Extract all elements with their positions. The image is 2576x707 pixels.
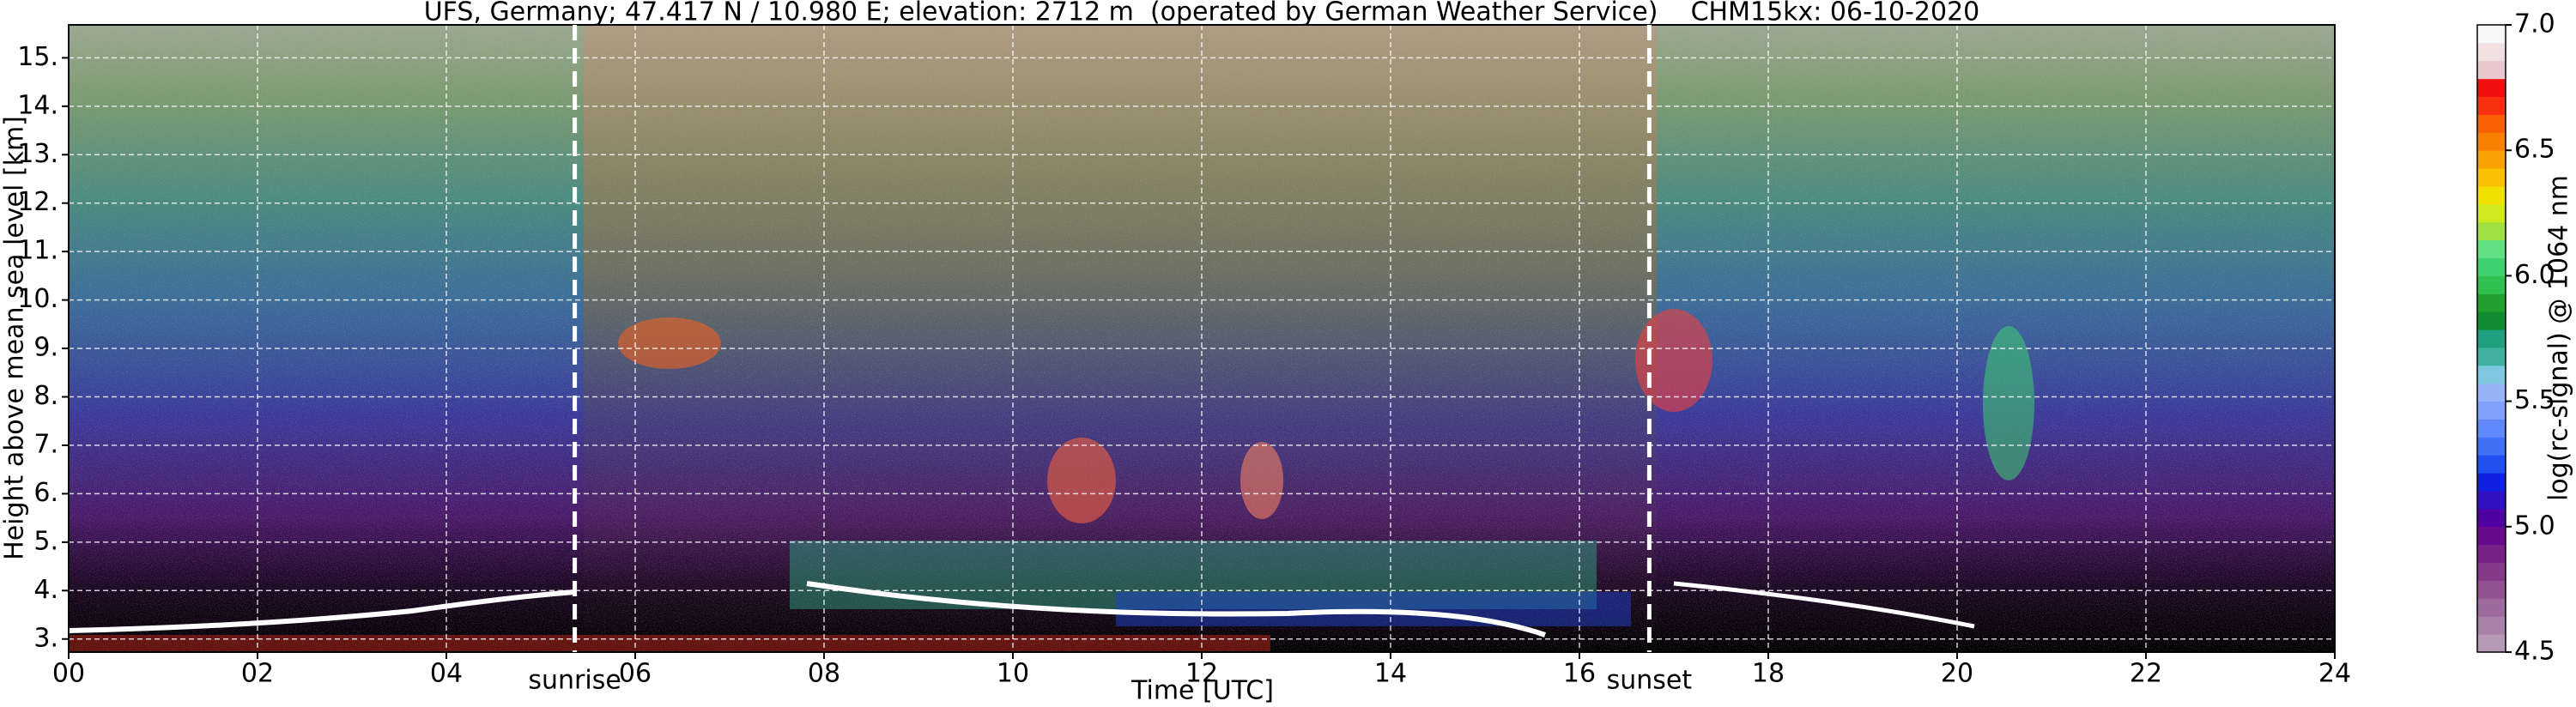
colorbar-segment (2477, 60, 2506, 80)
x-tick-label: 02 (241, 659, 274, 689)
y-tick-label: 10. (17, 284, 58, 314)
colorbar-segment (2477, 132, 2506, 151)
x-tick-label: 18 (1752, 659, 1785, 689)
y-tick-label: 6. (33, 478, 58, 508)
colorbar-segment (2477, 562, 2506, 581)
colorbar-tick-label: 5.0 (2514, 511, 2555, 541)
x-tick-label: 24 (2318, 659, 2351, 689)
grid (68, 25, 2336, 652)
colorbar-segment (2477, 168, 2506, 187)
chart-title: UFS, Germany; 47.417 N / 10.980 E; eleva… (424, 0, 1980, 27)
colorbar-segment (2477, 293, 2506, 312)
colorbar-segment (2477, 78, 2506, 98)
x-tick-label: 20 (1941, 659, 1973, 689)
x-axis-label: Time [UTC] (1130, 676, 1274, 706)
colorbar-tick-label: 5.5 (2514, 385, 2555, 415)
colorbar-segment (2477, 239, 2506, 259)
colorbar-segment (2477, 329, 2506, 348)
colorbar-segment (2477, 526, 2506, 546)
y-tick-label: 9. (33, 333, 58, 363)
y-tick-label: 13. (17, 139, 58, 169)
colorbar-segment (2477, 42, 2506, 62)
colorbar-segment (2477, 616, 2506, 635)
y-tick-label: 11. (17, 236, 58, 266)
y-tick-label: 12. (17, 187, 58, 217)
colorbar-segment (2477, 383, 2506, 402)
colorbar-segment (2477, 221, 2506, 241)
y-tick-label: 8. (33, 381, 58, 411)
x-tick-label: 14 (1374, 659, 1407, 689)
colorbar-segment (2477, 473, 2506, 492)
colorbar-label: log(rc-signal) @ 1064 nm (2544, 175, 2574, 501)
x-tick-label: 08 (808, 659, 840, 689)
x-tick-label: 06 (619, 659, 652, 689)
colorbar-segment (2477, 455, 2506, 474)
x-tick-label: 12 (1185, 659, 1218, 689)
colorbar-segment (2477, 401, 2506, 420)
y-axis-label: Height above mean sea level [km] (0, 116, 30, 560)
x-tick-label: 04 (430, 659, 463, 689)
y-tick-label: 14. (17, 90, 58, 120)
x-tick-label: 22 (2130, 659, 2162, 689)
colorbar-segment (2477, 437, 2506, 456)
colorbar-segment (2477, 598, 2506, 617)
colorbar-tick-label: 4.5 (2514, 637, 2555, 667)
y-tick-label: 4. (33, 575, 58, 605)
y-tick-label: 5. (33, 526, 58, 556)
colorbar-segment (2477, 311, 2506, 330)
x-tick-label: 10 (997, 659, 1029, 689)
colorbar-segment (2477, 257, 2506, 276)
colorbar-segment (2477, 508, 2506, 528)
colorbar-frame (2476, 24, 2506, 653)
colorbar-tick-label: 6.0 (2514, 260, 2555, 290)
y-tick-label: 7. (33, 429, 58, 459)
colorbar-segment (2477, 150, 2506, 169)
colorbar-tick-label: 7.0 (2514, 9, 2555, 39)
x-tick-label: 16 (1563, 659, 1596, 689)
y-tick-label: 3. (33, 623, 58, 653)
colorbar-segment (2477, 634, 2506, 653)
colorbar-segment (2477, 203, 2506, 223)
colorbar-segment (2477, 185, 2506, 205)
colorbar-segment (2477, 25, 2506, 44)
colorbar-segment (2477, 275, 2506, 294)
colorbar-segment (2477, 419, 2506, 438)
colorbar-segment (2477, 365, 2506, 384)
annotation-label: sunrise (528, 666, 621, 696)
colorbar-segment (2477, 347, 2506, 366)
colorbar-segment (2477, 580, 2506, 599)
colorbar-segment (2477, 491, 2506, 510)
colorbar-tick-label: 6.5 (2514, 135, 2555, 165)
colorbar-segment (2477, 96, 2506, 115)
colorbar-segment (2477, 544, 2506, 564)
annotation-label: sunset (1607, 666, 1693, 696)
colorbar-segment (2477, 114, 2506, 133)
x-tick-label: 00 (52, 659, 85, 689)
y-tick-label: 15. (17, 42, 58, 72)
